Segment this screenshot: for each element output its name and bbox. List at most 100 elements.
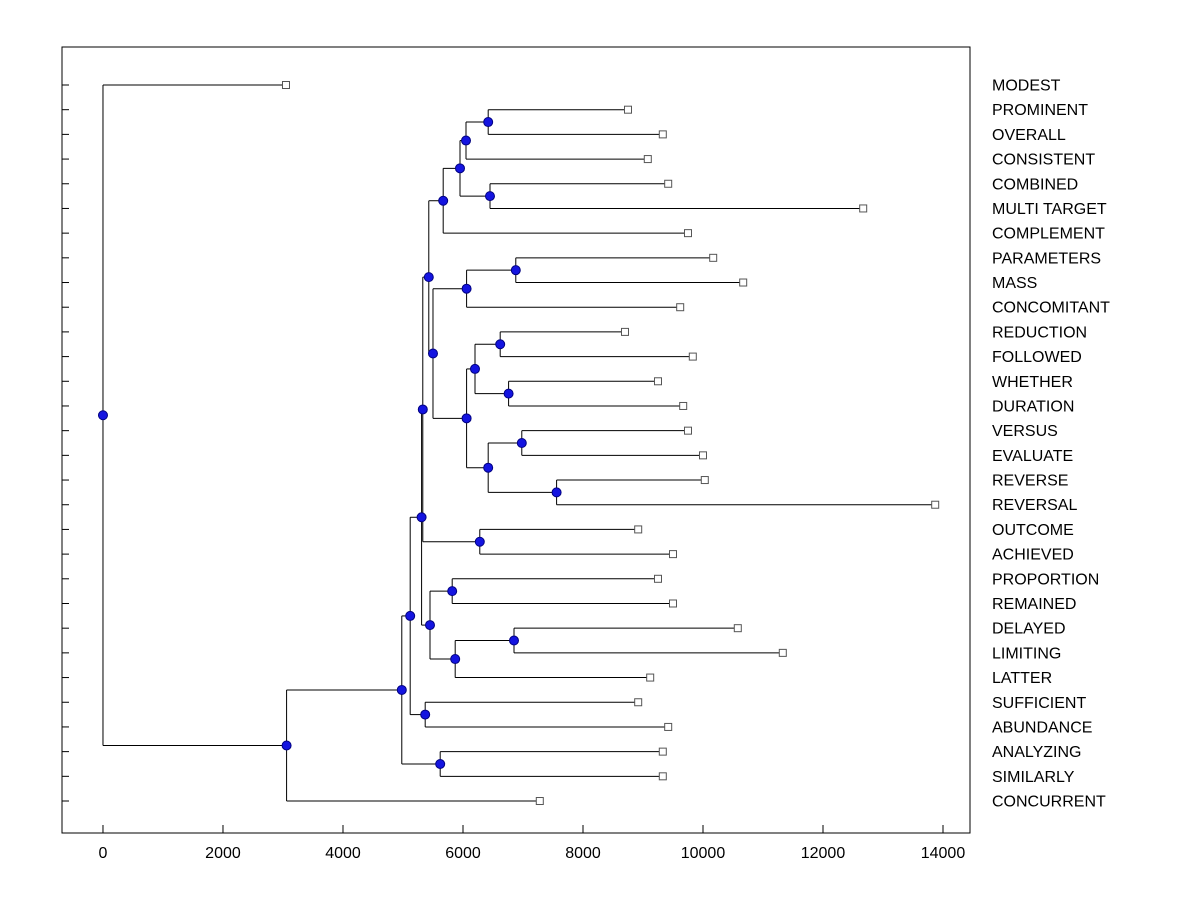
leaf-label: MULTI TARGET — [992, 201, 1107, 218]
leaf-node-marker[interactable] — [668, 550, 677, 559]
leaf-node-marker[interactable] — [688, 352, 697, 361]
leaf-node-marker[interactable] — [739, 278, 748, 287]
leaf-node-marker[interactable] — [653, 574, 662, 583]
leaf-label: REMAINED — [992, 596, 1076, 613]
leaf-node-marker[interactable] — [931, 500, 940, 509]
leaf-node-marker[interactable] — [658, 747, 667, 756]
leaf-node-marker[interactable] — [700, 476, 709, 485]
leaf-label: COMBINED — [992, 176, 1078, 193]
leaf-label: SIMILARLY — [992, 769, 1075, 786]
internal-node-marker[interactable] — [416, 512, 427, 523]
leaf-label: DURATION — [992, 398, 1074, 415]
leaf-label: WHETHER — [992, 374, 1073, 391]
leaf-label: ABUNDANCE — [992, 719, 1092, 736]
internal-node-marker[interactable] — [97, 410, 108, 421]
internal-node-marker[interactable] — [454, 163, 465, 174]
leaf-label: REDUCTION — [992, 324, 1087, 341]
internal-node-marker[interactable] — [551, 487, 562, 498]
internal-node-marker[interactable] — [469, 363, 480, 374]
leaf-label: LATTER — [992, 670, 1052, 687]
leaf-label: PROMINENT — [992, 102, 1088, 119]
x-tick-label: 6000 — [445, 845, 481, 862]
leaf-node-marker[interactable] — [679, 401, 688, 410]
leaf-label: CONCOMITANT — [992, 300, 1110, 317]
leaf-node-marker[interactable] — [658, 772, 667, 781]
leaf-label: REVERSE — [992, 473, 1068, 490]
x-tick-label: 14000 — [921, 845, 966, 862]
leaf-node-marker[interactable] — [281, 81, 290, 89]
internal-node-marker[interactable] — [484, 191, 495, 202]
internal-node-marker[interactable] — [438, 195, 449, 206]
leaf-node-marker[interactable] — [658, 130, 667, 139]
leaf-node-marker[interactable] — [634, 698, 643, 707]
leaf-label: EVALUATE — [992, 448, 1073, 465]
leaf-node-marker[interactable] — [664, 179, 673, 188]
leaf-label: CONCURRENT — [992, 794, 1106, 811]
internal-node-marker[interactable] — [461, 283, 472, 294]
internal-node-marker[interactable] — [405, 610, 416, 621]
internal-node-marker[interactable] — [510, 265, 521, 276]
internal-node-marker[interactable] — [495, 339, 506, 350]
internal-node-marker[interactable] — [483, 462, 494, 473]
leaf-label: OVERALL — [992, 127, 1066, 144]
internal-node-marker[interactable] — [427, 348, 438, 359]
internal-node-marker[interactable] — [420, 709, 431, 720]
leaf-node-marker[interactable] — [643, 155, 652, 164]
leaf-node-marker[interactable] — [664, 722, 673, 731]
leaf-label: REVERSAL — [992, 497, 1077, 514]
leaf-node-marker[interactable] — [653, 377, 662, 386]
x-tick-label: 0 — [99, 845, 108, 862]
internal-node-marker[interactable] — [423, 272, 434, 283]
leaf-node-marker[interactable] — [634, 525, 643, 534]
leaf-label: OUTCOME — [992, 522, 1074, 539]
internal-node-marker[interactable] — [460, 135, 471, 146]
x-tick-label: 10000 — [681, 845, 726, 862]
leaf-node-marker[interactable] — [859, 204, 868, 213]
internal-node-marker[interactable] — [281, 740, 292, 751]
leaf-node-marker[interactable] — [698, 451, 707, 460]
leaf-label: VERSUS — [992, 423, 1058, 440]
internal-node-marker[interactable] — [435, 758, 446, 769]
internal-node-marker[interactable] — [396, 684, 407, 695]
leaf-node-marker[interactable] — [620, 327, 629, 336]
internal-node-marker[interactable] — [516, 438, 527, 449]
x-tick-label: 2000 — [205, 845, 241, 862]
leaf-node-marker[interactable] — [683, 229, 692, 238]
leaf-node-marker[interactable] — [623, 105, 632, 114]
axes-box — [61, 46, 971, 834]
leaf-label: ANALYZING — [992, 744, 1082, 761]
leaf-label: PROPORTION — [992, 571, 1099, 588]
leaf-node-marker[interactable] — [676, 303, 685, 312]
leaf-label: MODEST — [992, 78, 1061, 95]
leaf-label: DELAYED — [992, 621, 1066, 638]
x-tick-label: 12000 — [801, 845, 846, 862]
leaf-label: COMPLEMENT — [992, 226, 1105, 243]
x-tick-label: 8000 — [565, 845, 601, 862]
leaf-label: LIMITING — [992, 645, 1061, 662]
leaf-label: FOLLOWED — [992, 349, 1082, 366]
leaf-node-marker[interactable] — [683, 426, 692, 435]
leaf-node-marker[interactable] — [646, 673, 655, 682]
leaf-node-marker[interactable] — [709, 253, 718, 262]
internal-node-marker[interactable] — [503, 388, 514, 399]
leaf-label: PARAMETERS — [992, 250, 1101, 267]
internal-node-marker[interactable] — [483, 117, 494, 128]
internal-node-marker[interactable] — [474, 536, 485, 547]
leaf-node-marker[interactable] — [778, 648, 787, 657]
leaf-label: SUFFICIENT — [992, 695, 1086, 712]
internal-node-marker[interactable] — [417, 404, 428, 415]
internal-node-marker[interactable] — [508, 635, 519, 646]
leaf-label: MASS — [992, 275, 1037, 292]
internal-node-marker[interactable] — [450, 654, 461, 665]
leaf-node-marker[interactable] — [668, 599, 677, 608]
internal-node-marker[interactable] — [424, 620, 435, 631]
internal-node-marker[interactable] — [447, 586, 458, 597]
leaf-node-marker[interactable] — [535, 797, 544, 806]
leaf-label: CONSISTENT — [992, 152, 1095, 169]
x-tick-label: 4000 — [325, 845, 361, 862]
leaf-node-marker[interactable] — [733, 624, 742, 633]
internal-node-marker[interactable] — [461, 413, 472, 424]
leaf-label: ACHIEVED — [992, 547, 1074, 564]
